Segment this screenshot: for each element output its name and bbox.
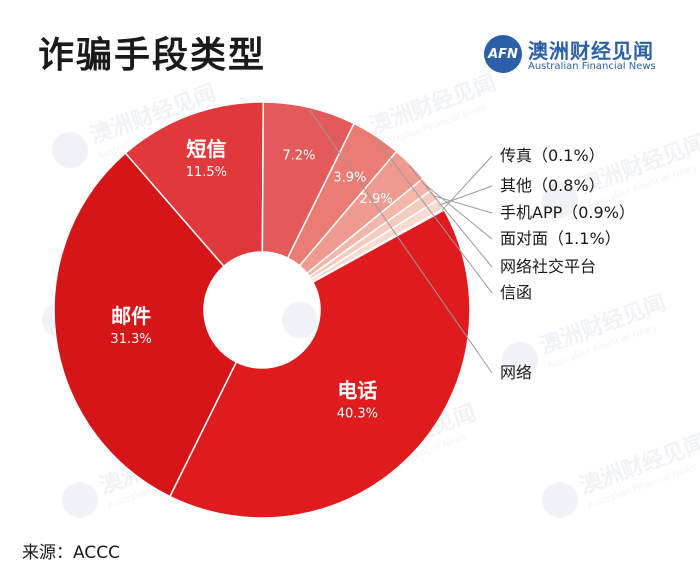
callout-label: 其他（0.8%） [500,176,605,195]
source-note: 来源：ACCC [22,543,120,563]
callout-layer: 传真（0.1%） 其他（0.8%） 手机APP（0.9%） 面对面（1.1%） 网络社交… [500,146,635,382]
watermark-logo-icon [502,342,538,378]
logo-name-cn: 澳洲财经见闻 [528,39,654,63]
afn-logo-icon: AFN [484,35,522,73]
callout-label: 手机APP（0.9%） [500,203,635,222]
logo-name-en: Australian Financial News [528,61,656,72]
slice-label-layer: 电话 40.3% 邮件 31.3% 短信 11.5% 7.2% 3.9% 2.9% [110,137,392,421]
leader-line [309,109,493,374]
slice-label-value: 11.5% [186,165,227,180]
slice-label-value: 3.9% [333,170,366,185]
slice-label-value: 2.9% [360,192,393,207]
slice-layer [53,101,471,519]
slice-label-value: 7.2% [282,148,315,163]
slice-label-value: 31.3% [110,332,151,347]
slice-label-value: 40.3% [337,406,378,421]
watermark-logo-icon [62,482,98,518]
callout-label: 网络社交平台 [500,257,596,276]
callout-label: 网络 [500,363,532,382]
watermark-logo-icon [542,182,578,218]
leader-line [439,185,493,206]
leader-line [425,184,493,240]
callout-label: 传真（0.1%） [500,146,605,165]
pie-slice [53,152,238,498]
watermark-logo-icon [282,302,318,338]
slice-label-name: 电话 [337,378,377,402]
callout-label: 信函 [500,283,532,302]
leader-line-layer [309,109,493,374]
chart-title: 诈骗手段类型 [38,35,267,76]
slice-label-name: 短信 [186,137,226,161]
leader-line [441,155,493,211]
pie-slice [124,101,265,268]
watermark-logo-icon [52,132,88,168]
watermark-logo-icon [542,482,578,518]
brand-logo: AFN 澳洲财经见闻 Australian Financial News [484,35,684,79]
pie-slice [168,208,471,519]
slice-label-name: 邮件 [111,304,151,328]
leader-line [374,137,493,294]
leader-line [408,165,493,268]
callout-label: 面对面（1.1%） [500,229,621,248]
